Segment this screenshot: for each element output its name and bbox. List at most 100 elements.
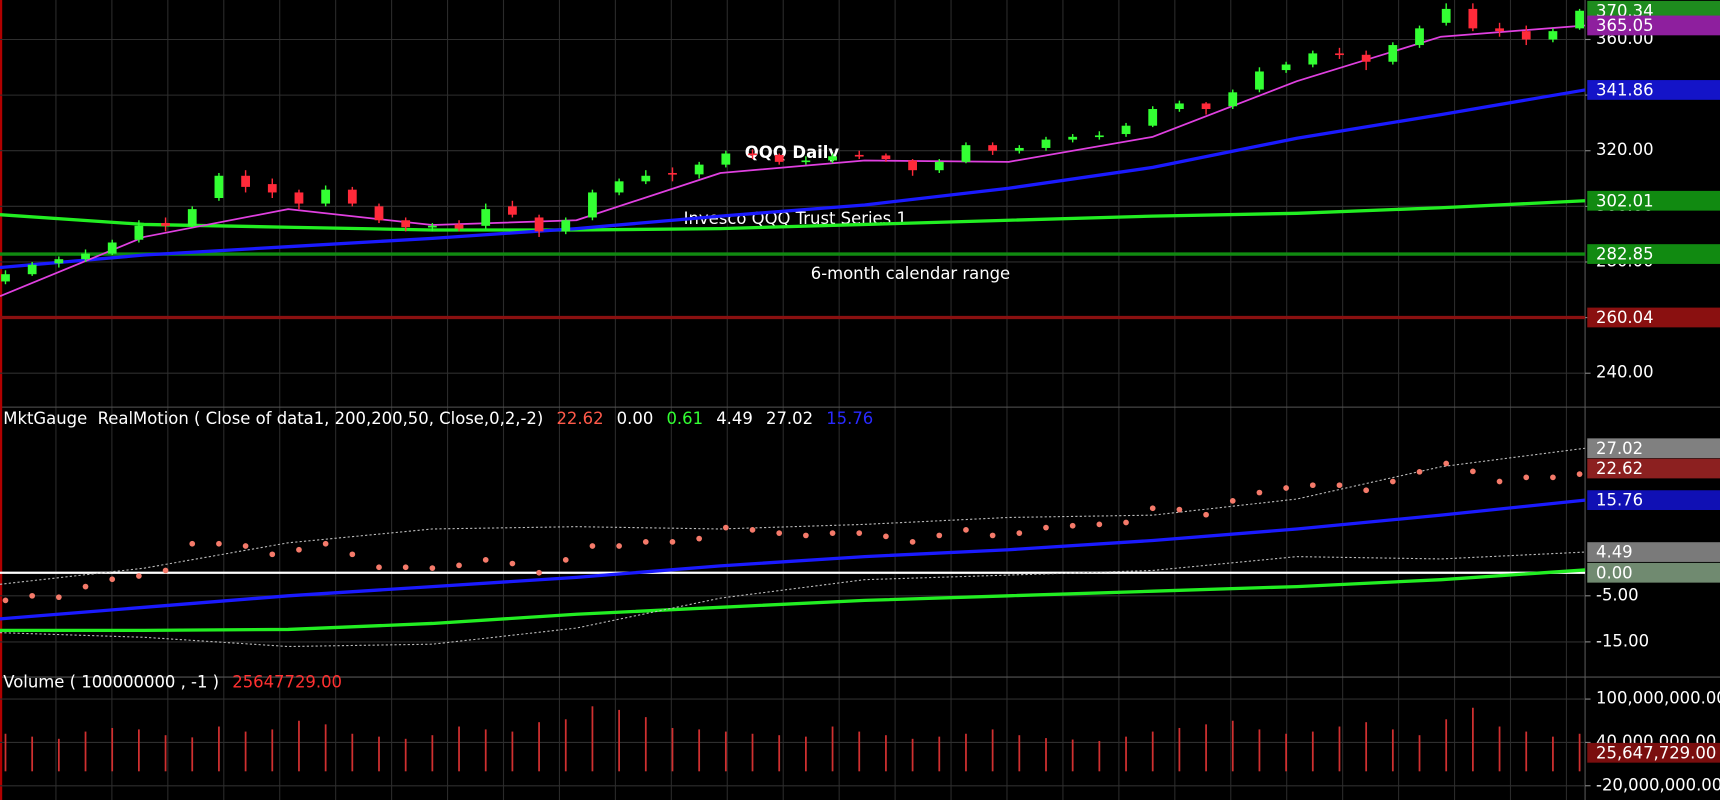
indicator-dot — [696, 535, 703, 542]
panel-header: Volume ( 100000000 , -1 ) 25647729.00 — [3, 672, 342, 691]
indicator-dot — [1096, 521, 1103, 528]
candle-body — [534, 217, 544, 232]
indicator-dot — [936, 532, 943, 539]
candle-body — [374, 206, 384, 221]
indicator-dot — [1363, 487, 1370, 494]
overlay-line — [0, 551, 1586, 648]
indicator-dot — [1069, 522, 1076, 529]
candle-body — [481, 209, 491, 226]
candle-body — [27, 264, 37, 275]
indicator-dot — [829, 530, 836, 536]
candle-body — [881, 155, 891, 160]
candle-body — [1495, 28, 1504, 32]
axis-value-label: 22.62 — [1596, 459, 1643, 478]
candle-body — [801, 160, 811, 163]
axis-value-label: 341.86 — [1596, 81, 1654, 100]
indicator-dot — [909, 539, 916, 545]
candle-body — [214, 175, 224, 199]
candle-body — [908, 160, 917, 171]
indicator-dot — [562, 557, 569, 563]
indicator-dot — [456, 562, 462, 569]
indicator-dot — [242, 543, 249, 549]
candle-body — [321, 189, 331, 204]
indicator-dot — [429, 565, 436, 572]
candle-body — [774, 154, 784, 162]
indicator-dot — [1309, 482, 1316, 489]
candle-body — [988, 145, 998, 151]
candle-body — [508, 206, 517, 215]
indicator-dot — [642, 539, 649, 545]
axis-value-box — [1587, 438, 1720, 459]
indicator-dot — [322, 540, 329, 547]
indicator-dot — [1016, 530, 1023, 536]
candle-body — [267, 184, 277, 193]
y-tick-label: 320.00 — [1596, 140, 1654, 159]
candle-body — [1548, 31, 1558, 40]
panel-header: MktGauge RealMotion ( Close of data1, 20… — [3, 409, 873, 428]
axis-value-box — [1587, 307, 1720, 328]
candle-body — [1201, 103, 1211, 110]
indicator-dot — [402, 564, 409, 571]
indicator-dot — [482, 557, 489, 563]
indicator-dot — [1443, 460, 1450, 467]
indicator-dot — [349, 551, 356, 558]
candle-body — [1094, 135, 1104, 138]
indicator-dot — [136, 573, 142, 579]
indicator-dot — [1389, 478, 1396, 485]
indicator-dot — [1283, 485, 1289, 491]
axis-value-label: 27.02 — [1596, 439, 1643, 458]
indicator-dot — [1550, 474, 1556, 481]
candle-body — [668, 172, 677, 175]
overlay-line — [0, 498, 1586, 621]
axis-value-box — [1587, 458, 1720, 479]
indicator-dot — [509, 560, 516, 567]
indicator-dot — [296, 546, 302, 553]
candle-body — [1361, 54, 1371, 62]
candle-body — [107, 242, 117, 254]
candle-body — [828, 156, 837, 161]
candle-body — [161, 223, 170, 226]
indicator-dot — [883, 533, 889, 540]
indicator-dot — [589, 543, 596, 549]
candle-body — [1521, 31, 1531, 40]
indicator-dot — [1523, 474, 1530, 481]
candle-body — [694, 164, 704, 175]
indicator-dot — [162, 567, 169, 574]
y-tick-label: -15.00 — [1596, 631, 1649, 650]
candle-body — [641, 175, 651, 182]
indicator-dot — [963, 527, 969, 533]
candle-body — [561, 220, 571, 232]
candle-body — [187, 209, 197, 226]
candle-body — [961, 145, 971, 162]
axis-value-box — [1587, 490, 1720, 511]
candle-body — [748, 153, 757, 156]
header-value: 25647729.00 — [232, 672, 342, 691]
y-tick-label: 240.00 — [1596, 363, 1654, 382]
axis-value-box — [1587, 15, 1720, 36]
indicator-dot — [1416, 468, 1423, 475]
indicator-dot — [1496, 478, 1503, 485]
header-value: 22.62 — [556, 409, 603, 428]
indicator-dot — [269, 551, 276, 558]
candle-body — [81, 253, 90, 260]
panel-title: MktGauge RealMotion ( Close of data1, 20… — [3, 409, 543, 428]
candle-body — [1388, 45, 1398, 62]
axis-value-box — [1587, 542, 1720, 562]
candle-body — [1575, 10, 1584, 29]
axis-value-label: 0.00 — [1596, 563, 1633, 582]
axis-value-label: 15.76 — [1596, 491, 1643, 510]
candle-body — [854, 154, 864, 157]
watermark-title: QQQ Daily — [745, 143, 840, 162]
candle-body — [934, 161, 944, 171]
candle-body — [427, 225, 437, 228]
header-value: 15.76 — [826, 409, 873, 428]
candle-body — [401, 220, 411, 228]
indicator-dot — [1043, 524, 1049, 531]
indicator-dot — [1256, 489, 1263, 496]
axis-value-box — [1587, 742, 1720, 763]
candle-body — [1468, 8, 1478, 29]
candle-body — [347, 189, 357, 204]
axis-value-label: 282.85 — [1596, 245, 1654, 264]
